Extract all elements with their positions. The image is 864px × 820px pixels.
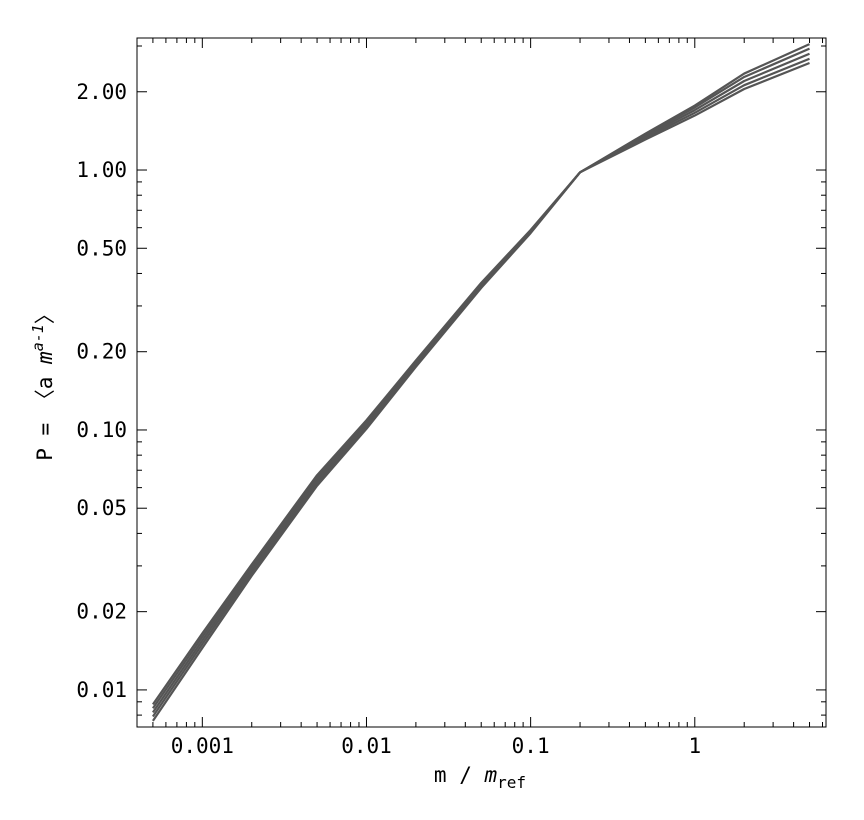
y-label-part: P = 〈a (33, 364, 57, 461)
x-tick-label: 1 (688, 734, 701, 758)
x-tick-label: 0.001 (171, 734, 234, 758)
y-tick-label: 0.10 (76, 418, 127, 442)
curve (151, 43, 810, 722)
y-label-part: m (33, 351, 57, 365)
curve (152, 57, 810, 709)
x-label-part: m (484, 763, 498, 787)
y-tick-label: 0.05 (76, 496, 127, 520)
x-axis-label: m / mref (434, 763, 526, 792)
curve (152, 47, 810, 718)
curve (152, 61, 810, 705)
y-axis-label: P = 〈a ma-1〉 (29, 303, 57, 461)
y-label-part: 〉 (33, 303, 57, 324)
x-label-part: m / (434, 763, 485, 787)
y-tick-label: 0.20 (76, 340, 127, 364)
y-tick-label: 0.01 (76, 678, 127, 702)
x-tick-label: 0.1 (512, 734, 550, 758)
y-tick-label: 0.50 (76, 236, 127, 260)
y-tick-label: 2.00 (76, 80, 127, 104)
y-label-sup: a-1 (29, 324, 47, 351)
plot-frame (136, 37, 827, 728)
y-tick-label: 0.02 (76, 600, 127, 624)
curve (152, 52, 810, 713)
x-tick-label: 0.01 (341, 734, 392, 758)
x-label-sub: ref (497, 773, 526, 792)
y-tick-label: 1.00 (76, 158, 127, 182)
